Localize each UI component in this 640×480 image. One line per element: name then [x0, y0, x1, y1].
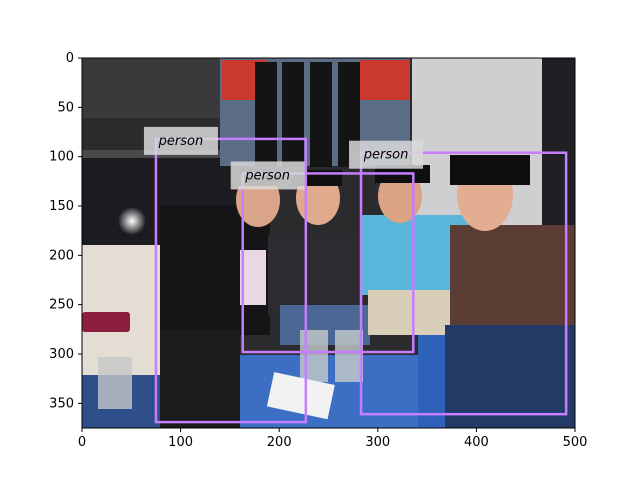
person-4 — [445, 155, 575, 428]
light — [118, 207, 146, 235]
glass — [335, 330, 363, 382]
detection-box — [241, 172, 415, 354]
detection-label: person — [244, 168, 290, 183]
y-tick-label: 50 — [57, 100, 74, 115]
detection-label-bg — [143, 126, 218, 155]
y-axis: 0 50 100 150 200 250 300 350 — [49, 51, 82, 411]
detection-box — [154, 137, 308, 424]
y-tick-label: 100 — [49, 150, 74, 165]
x-tick-label: 100 — [168, 435, 193, 450]
napkin — [266, 372, 335, 420]
x-tick-label: 300 — [365, 435, 390, 450]
detection-label: person — [363, 148, 409, 163]
detections: person person person — [143, 126, 568, 424]
y-tick-label: 300 — [49, 347, 74, 362]
photo — [82, 58, 575, 428]
cushion — [82, 312, 130, 332]
person-1 — [160, 168, 280, 428]
detection-label-bg — [349, 140, 424, 169]
axes-frame — [81, 57, 576, 429]
detection-label-bg — [230, 161, 305, 190]
y-tick-label: 150 — [49, 199, 74, 214]
y-tick-label: 0 — [66, 51, 74, 66]
detection-label: person — [158, 134, 204, 149]
glass — [300, 330, 328, 382]
x-tick-label: 500 — [563, 435, 588, 450]
y-tick-label: 200 — [49, 248, 74, 263]
x-tick-label: 0 — [78, 435, 86, 450]
y-tick-label: 350 — [49, 396, 74, 411]
x-tick-label: 200 — [267, 435, 292, 450]
x-axis: 0 100 200 300 400 500 — [78, 428, 588, 450]
detection-box — [359, 151, 568, 416]
x-tick-label: 400 — [464, 435, 489, 450]
y-tick-label: 250 — [49, 298, 74, 313]
glass — [98, 357, 132, 409]
